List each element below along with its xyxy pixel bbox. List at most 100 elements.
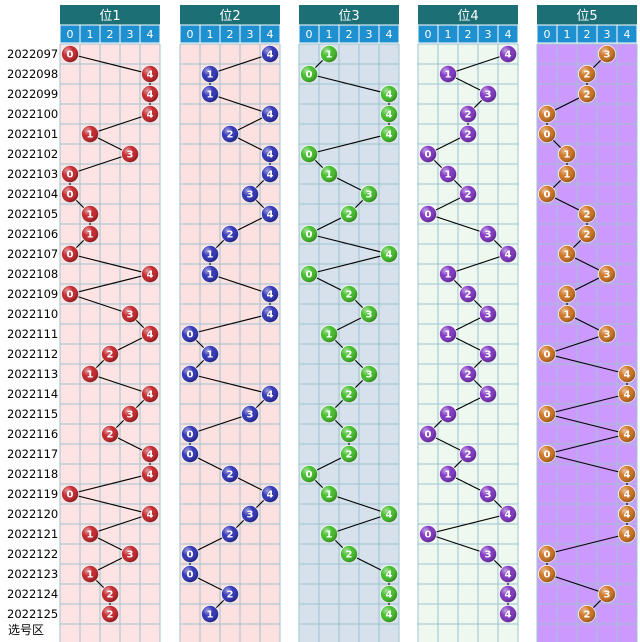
ball: 4 (140, 264, 159, 283)
ball-number: 3 (247, 510, 254, 521)
ball: 2 (220, 125, 239, 144)
ball-number: 0 (544, 410, 551, 421)
issue-label: 2022105 (7, 207, 58, 221)
ball: 2 (578, 224, 597, 243)
ball: 2 (458, 284, 477, 303)
ball: 2 (458, 125, 477, 144)
ball: 1 (81, 364, 100, 383)
ball-number: 3 (604, 330, 611, 341)
ball-number: 1 (207, 70, 214, 81)
ball-number: 1 (564, 150, 571, 161)
ball: 2 (339, 384, 358, 403)
digit-header: 2 (227, 28, 234, 41)
ball-number: 2 (107, 590, 114, 601)
ball-number: 4 (624, 490, 631, 501)
ball: 1 (319, 164, 338, 183)
ball: 4 (140, 65, 159, 84)
ball-number: 3 (127, 410, 134, 421)
ball: 1 (200, 65, 219, 84)
ball-number: 4 (267, 310, 274, 321)
ball: 2 (578, 605, 597, 624)
ball-number: 2 (107, 430, 114, 441)
digit-header: 0 (425, 28, 432, 41)
ball-number: 1 (326, 330, 333, 341)
ball-number: 1 (445, 410, 452, 421)
ball-number: 1 (87, 130, 94, 141)
ball-number: 1 (445, 170, 452, 181)
ball-number: 2 (346, 350, 353, 361)
issue-label: 2022097 (7, 47, 58, 61)
ball: 1 (438, 65, 457, 84)
ball-number: 3 (485, 90, 492, 101)
ball-number: 1 (445, 330, 452, 341)
ball: 4 (618, 364, 637, 383)
issue-label: 2022125 (7, 607, 58, 621)
ball-number: 0 (67, 190, 74, 201)
panel-title: 位2 (219, 9, 240, 24)
ball-number: 2 (465, 110, 472, 121)
ball-number: 1 (87, 370, 94, 381)
ball-number: 3 (485, 230, 492, 241)
ball-number: 4 (267, 390, 274, 401)
ball-number: 2 (227, 590, 234, 601)
ball-number: 0 (544, 130, 551, 141)
ball: 1 (558, 304, 577, 323)
ball: 4 (618, 424, 637, 443)
issue-label: 2022110 (7, 307, 58, 321)
ball-number: 2 (107, 350, 114, 361)
ball: 4 (260, 484, 279, 503)
ball: 1 (81, 204, 100, 223)
ball-number: 4 (386, 590, 393, 601)
ball: 2 (458, 105, 477, 124)
ball-number: 1 (326, 490, 333, 501)
ball-number: 3 (366, 190, 373, 201)
ball-number: 3 (247, 190, 254, 201)
ball-number: 0 (425, 530, 432, 541)
ball-number: 0 (544, 110, 551, 121)
ball-number: 3 (127, 550, 134, 561)
panel-title-bar (418, 5, 518, 25)
panel-title-bar (299, 5, 399, 25)
panel-title-bar (180, 5, 280, 25)
ball: 1 (319, 484, 338, 503)
ball-number: 0 (544, 190, 551, 201)
ball-number: 1 (207, 90, 214, 101)
ball: 4 (498, 605, 517, 624)
ball: 4 (618, 464, 637, 483)
ball-number: 1 (87, 210, 94, 221)
ball-number: 4 (505, 510, 512, 521)
digit-header: 0 (544, 28, 551, 41)
ball: 4 (379, 605, 398, 624)
issue-label: 2022099 (7, 87, 58, 101)
ball: 4 (260, 284, 279, 303)
digit-header: 3 (247, 28, 254, 41)
ball-number: 2 (584, 210, 591, 221)
ball-number: 2 (227, 470, 234, 481)
digit-header: 1 (445, 28, 452, 41)
issue-label: 2022111 (7, 327, 58, 341)
ball: 4 (140, 85, 159, 104)
ball: 1 (558, 284, 577, 303)
ball-number: 4 (505, 250, 512, 261)
ball: 4 (379, 105, 398, 124)
ball-number: 4 (505, 50, 512, 61)
ball: 3 (478, 304, 497, 323)
ball-number: 2 (465, 370, 472, 381)
ball-number: 2 (227, 130, 234, 141)
ball: 1 (438, 404, 457, 423)
ball-number: 4 (147, 110, 154, 121)
ball: 0 (538, 105, 557, 124)
ball: 4 (498, 565, 517, 584)
issue-label: 2022115 (7, 407, 58, 421)
ball: 0 (418, 144, 437, 163)
ball-number: 3 (247, 410, 254, 421)
ball-number: 0 (187, 430, 194, 441)
ball: 2 (578, 204, 597, 223)
ball-number: 2 (584, 230, 591, 241)
digit-header-cell (378, 24, 400, 44)
digit-header: 0 (67, 28, 74, 41)
ball: 4 (260, 384, 279, 403)
ball-number: 2 (465, 130, 472, 141)
